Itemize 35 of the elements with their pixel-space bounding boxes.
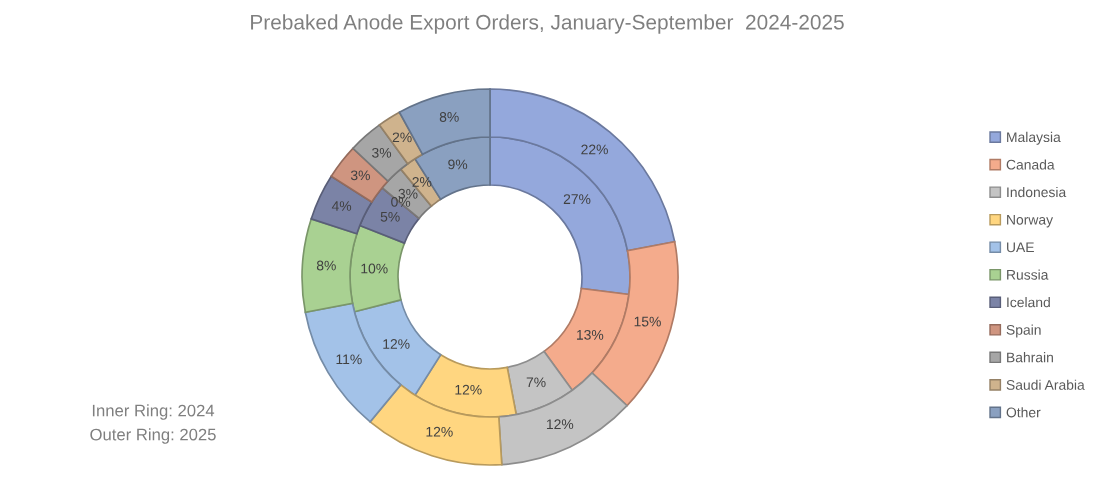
data-label: 3% bbox=[398, 188, 418, 199]
data-label: 27% bbox=[563, 194, 591, 204]
data-label: 12% bbox=[383, 339, 410, 349]
data-label: 12% bbox=[455, 384, 482, 395]
text: Inner Ring: 2024 bbox=[92, 404, 215, 420]
data-label: 8% bbox=[439, 112, 459, 122]
data-label: 2% bbox=[392, 132, 412, 143]
legend-label: Russia bbox=[1007, 269, 1049, 280]
data-label: 10% bbox=[361, 263, 388, 274]
legend-label: Bahrain bbox=[1007, 352, 1053, 363]
legend-label: Norway bbox=[1007, 214, 1054, 228]
data-label: 12% bbox=[426, 426, 453, 437]
legend-label: Saudi Arabia bbox=[1006, 379, 1085, 390]
data-label: 5% bbox=[380, 211, 400, 222]
data-label: 13% bbox=[577, 329, 604, 340]
legend-label: Iceland bbox=[1007, 297, 1050, 308]
data-label: 8% bbox=[316, 260, 336, 271]
data-label: 4% bbox=[331, 201, 352, 211]
data-label: 11% bbox=[336, 354, 362, 365]
legend-label: UAE bbox=[1007, 242, 1034, 253]
legend-label: Canada bbox=[1006, 159, 1055, 170]
data-label: 22% bbox=[581, 144, 608, 155]
text: 0% bbox=[391, 196, 411, 207]
data-label: 7% bbox=[526, 377, 546, 388]
legend-label: Indonesia bbox=[1007, 186, 1067, 198]
data-label: 9% bbox=[448, 159, 468, 170]
data-label: 15% bbox=[634, 316, 661, 327]
data-label: 3% bbox=[350, 170, 370, 181]
data-label: 3% bbox=[372, 147, 392, 158]
text: Outer Ring: 2025 bbox=[90, 428, 216, 444]
data-label: 12% bbox=[546, 419, 574, 430]
legend-label: Spain bbox=[1006, 324, 1041, 338]
chart-title: Prebaked Anode Export Orders, January-September 2024-2025 bbox=[251, 14, 844, 34]
legend-label: Malaysia bbox=[1007, 131, 1061, 145]
legend-label: Other bbox=[1006, 407, 1041, 418]
